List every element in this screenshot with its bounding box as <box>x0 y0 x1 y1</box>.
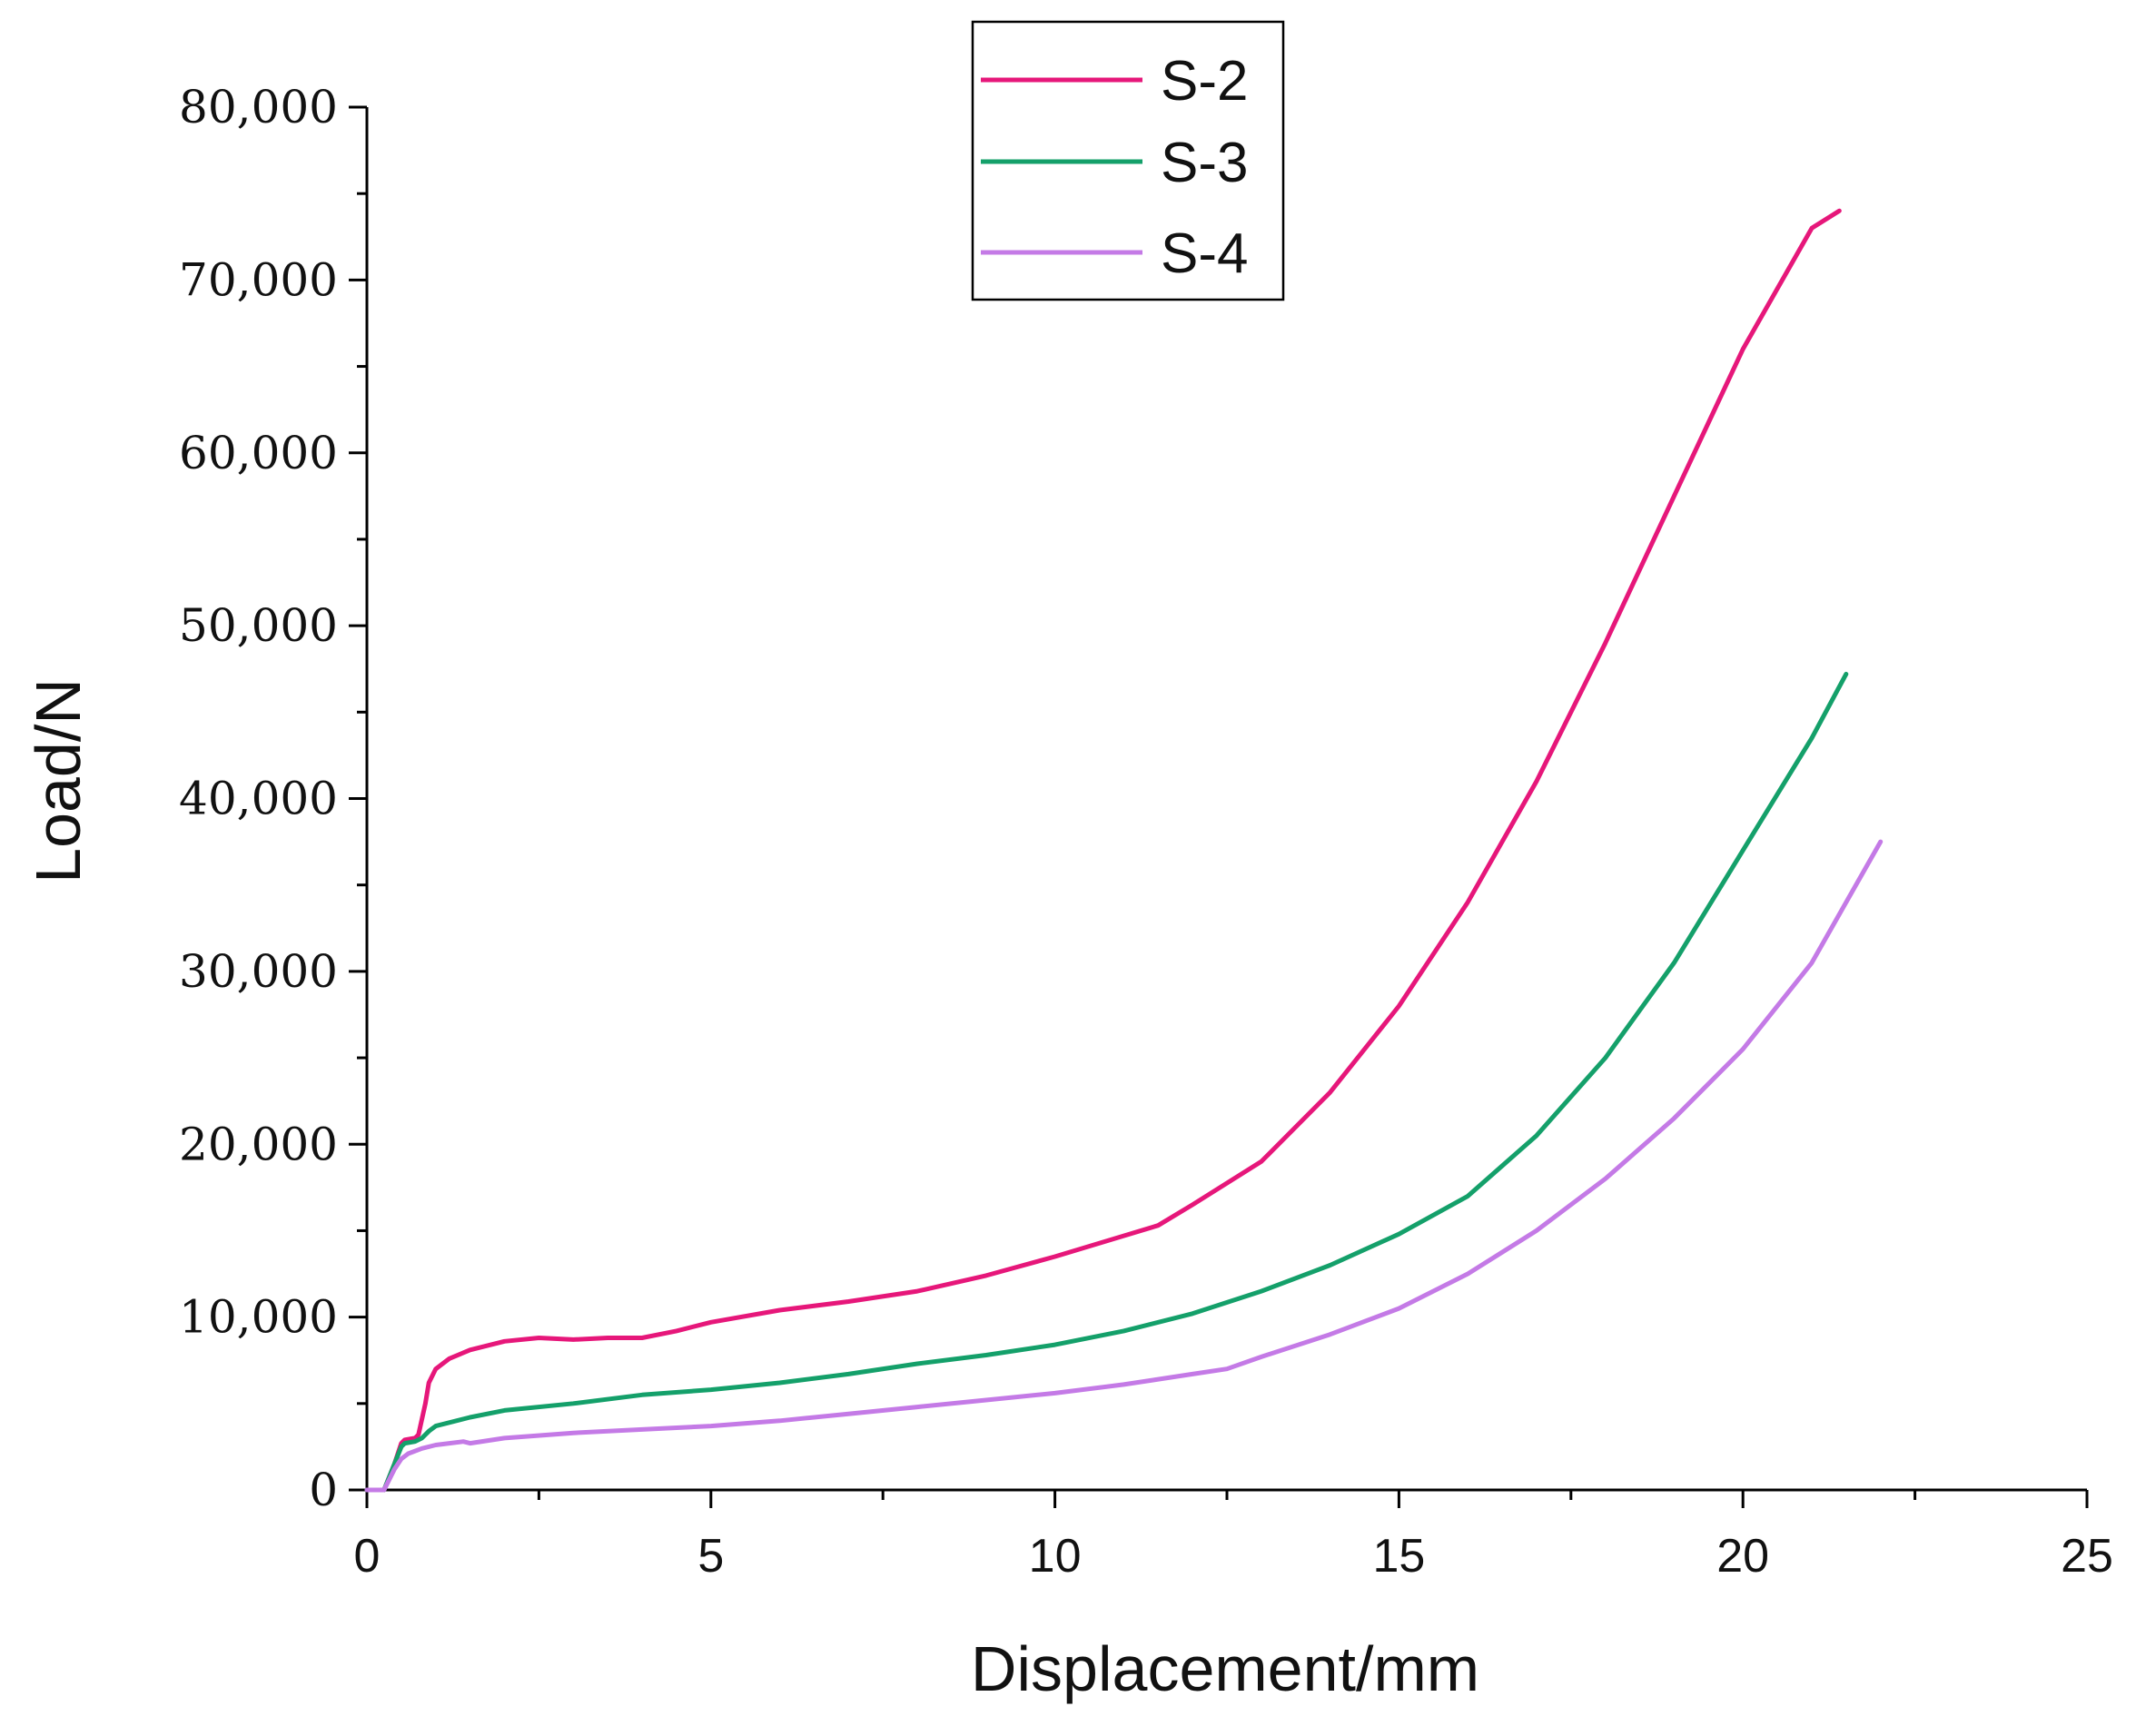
series-line-s-4 <box>364 839 1884 1493</box>
series-layer <box>364 208 1884 1493</box>
y-tick-label: 40,000 <box>179 773 338 825</box>
series-line-s-3 <box>364 671 1849 1493</box>
axes-layer: 0 10,000 20,000 30,000 40,000 50,000 60,000 70,… <box>179 81 2113 1583</box>
y-tick-label: 10,000 <box>179 1291 338 1344</box>
legend-label-s-2: S-2 <box>1161 50 1248 113</box>
y-tick-label: 60,000 <box>179 427 338 479</box>
y-axis-title: Load/N <box>23 678 94 883</box>
x-axis-title: Displacement/mm <box>971 1633 1479 1704</box>
x-tick-label: 15 <box>1372 1530 1425 1583</box>
legend-label-s-3: S-3 <box>1161 132 1248 194</box>
y-tick-label: 0 <box>309 1464 338 1516</box>
y-tick-label: 70,000 <box>179 253 338 306</box>
series-line-s-2 <box>364 208 1842 1493</box>
legend-label-s-4: S-4 <box>1161 222 1248 285</box>
y-tick-label: 30,000 <box>179 945 338 998</box>
x-tick-label: 10 <box>1029 1530 1082 1583</box>
x-tick-label: 5 <box>697 1530 724 1583</box>
y-tick-label: 80,000 <box>179 81 338 133</box>
y-tick-label: 50,000 <box>179 599 338 652</box>
x-tick-label: 0 <box>354 1530 381 1583</box>
legend: S-2 S-3 S-4 <box>971 20 1285 301</box>
x-tick-label: 20 <box>1716 1530 1769 1583</box>
x-tick-label: 25 <box>2061 1530 2113 1583</box>
y-tick-label: 20,000 <box>179 1118 338 1170</box>
